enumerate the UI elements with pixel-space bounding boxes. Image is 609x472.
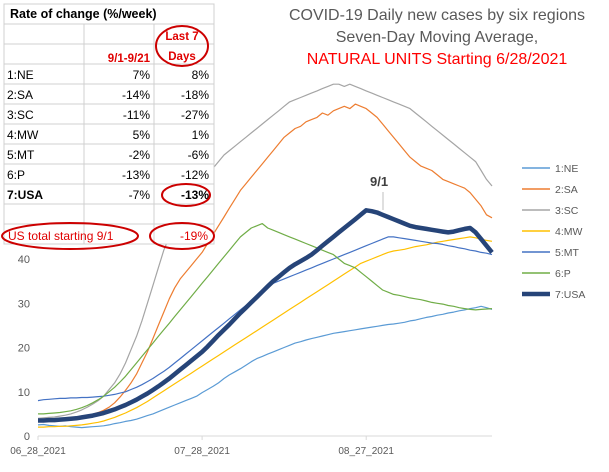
row-c2: -6% (188, 148, 210, 162)
legend-label: 1:NE (555, 163, 578, 175)
row-c2: -12% (181, 168, 209, 182)
legend: 1:NE 2:SA 3:SC 4:MW 5:MT 6:P 7:USA (522, 163, 585, 301)
annotation-9-1: 9/1 (370, 174, 388, 189)
table-col1-header: 9/1-9/21 (108, 53, 151, 65)
series-line-1-ne (37, 305, 493, 429)
us-total-label-circle (1, 222, 139, 250)
row-c2: -27% (181, 108, 209, 122)
series-line-3-sc (37, 83, 493, 419)
usa-last7-circle (161, 183, 211, 207)
y-tick-label: 20 (18, 343, 30, 355)
us-total-value-circle (149, 222, 215, 250)
row-c2: -13% (181, 188, 209, 202)
row-label: 3:SC (7, 108, 34, 122)
chart-title-line3: NATURAL UNITS Starting 6/28/2021 (307, 51, 568, 68)
row-c1: -2% (129, 148, 151, 162)
x-tick-label: 06_28_2021 (10, 446, 66, 457)
legend-label: 7:USA (555, 289, 585, 301)
chart-title-line1: COVID-19 Daily new cases by six regions (289, 7, 585, 24)
row-c1: -7% (129, 188, 151, 202)
legend-label: 5:MT (555, 247, 580, 259)
table-col2-header-line1: Last 7 (165, 31, 198, 43)
x-tick-label: 08_27_2021 (338, 446, 394, 457)
row-c2: 8% (192, 68, 210, 82)
chart-title-line2: Seven-Day Moving Average, (336, 29, 538, 46)
row-label: 1:NE (7, 68, 34, 82)
row-c2: -18% (181, 88, 209, 102)
y-tick-label: 10 (18, 387, 30, 399)
row-label: 6:P (7, 168, 25, 182)
y-tick-label: 40 (18, 254, 30, 266)
series-line-5-mt (37, 236, 493, 402)
legend-label: 4:MW (555, 226, 583, 238)
legend-label: 3:SC (555, 205, 579, 217)
series-lines (37, 83, 494, 429)
table-title: Rate of change (%/week) (10, 7, 157, 21)
y-tick-label: 0 (24, 431, 30, 443)
us-total-value: -19% (180, 229, 208, 243)
series-line-4-mw (38, 236, 493, 428)
row-label: 5:MT (7, 148, 35, 162)
row-c1: -11% (123, 108, 150, 122)
x-tick-label: 07_28_2021 (174, 446, 230, 457)
row-label: 2:SA (7, 88, 33, 102)
row-c1: 7% (133, 68, 151, 82)
series-line-6-p (38, 223, 493, 415)
row-c1: 5% (133, 128, 151, 142)
rate-table: Rate of change (%/week) 9/1-9/21 Last 7 … (1, 3, 215, 250)
row-c1: -13% (122, 168, 150, 182)
series-line-2-sa (37, 103, 493, 422)
header-circle (155, 25, 209, 67)
us-total-label: US total starting 9/1 (8, 229, 114, 243)
row-label: 4:MW (7, 128, 39, 142)
row-label: 7:USA (7, 188, 43, 202)
series-line-7-usa (38, 208, 494, 423)
row-c2: 1% (192, 128, 210, 142)
table-col2-header-line2: Days (168, 51, 196, 63)
legend-label: 6:P (555, 268, 571, 280)
y-tick-label: 30 (18, 298, 30, 310)
legend-label: 2:SA (555, 184, 578, 196)
row-c1: -14% (122, 88, 150, 102)
